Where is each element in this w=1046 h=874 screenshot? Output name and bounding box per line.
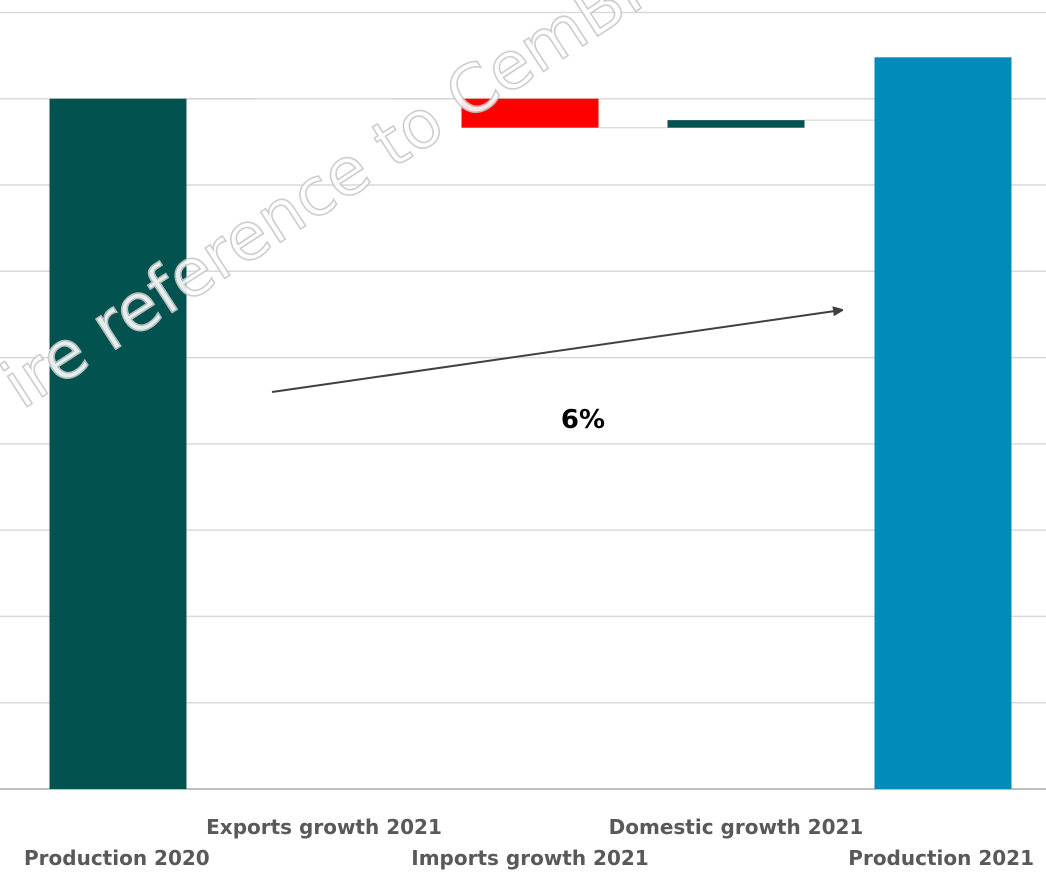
category-label: Exports growth 2021 bbox=[206, 815, 442, 839]
bars bbox=[49, 57, 1012, 790]
growth-arrow: 6% bbox=[271, 310, 842, 435]
bar-domestic-growth-2021 bbox=[667, 120, 805, 128]
category-label: Production 2021 bbox=[848, 846, 1034, 870]
growth-arrow-line bbox=[271, 310, 842, 393]
category-label: Imports growth 2021 bbox=[411, 846, 648, 870]
bar-imports-growth-2021 bbox=[461, 98, 599, 128]
bar-production-2021 bbox=[874, 57, 1012, 789]
connector-lines bbox=[186, 98, 875, 129]
bar-production-2020 bbox=[49, 98, 187, 790]
category-label: Production 2020 bbox=[24, 846, 210, 870]
growth-annotation-label: 6% bbox=[561, 405, 605, 435]
category-label: Domestic growth 2021 bbox=[609, 815, 864, 839]
category-labels: Production 2020 Exports growth 2021 Import… bbox=[24, 815, 1034, 870]
